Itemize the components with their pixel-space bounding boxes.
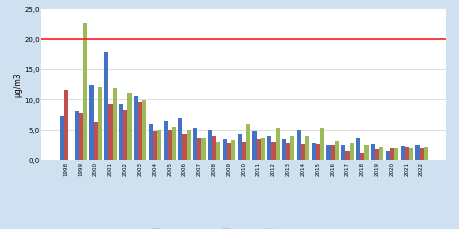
Bar [186, 130, 190, 160]
Bar [311, 143, 315, 160]
Bar [341, 145, 345, 160]
Bar [134, 97, 138, 160]
Bar [296, 131, 300, 160]
Bar [104, 53, 108, 160]
Bar [207, 131, 212, 160]
Bar [423, 147, 427, 160]
Bar [74, 112, 78, 160]
Bar [385, 151, 389, 160]
Bar [108, 105, 112, 160]
Bar [404, 148, 408, 160]
Bar [119, 104, 123, 160]
Bar [290, 136, 294, 160]
Bar [216, 142, 220, 160]
Bar [319, 129, 324, 160]
Y-axis label: µg/m3: µg/m3 [14, 72, 23, 97]
Bar [370, 144, 374, 160]
Bar [97, 88, 101, 160]
Bar [89, 86, 93, 160]
Bar [275, 129, 279, 160]
Bar [326, 145, 330, 160]
Bar [222, 140, 226, 160]
Bar [171, 127, 175, 160]
Bar [393, 149, 397, 160]
Bar [152, 132, 157, 160]
Bar [281, 139, 285, 160]
Bar [349, 143, 353, 160]
Bar [408, 148, 412, 160]
Bar [315, 144, 319, 160]
Bar [419, 149, 423, 160]
Bar [285, 143, 290, 160]
Bar [355, 138, 359, 160]
Bar [93, 123, 97, 160]
Bar [178, 119, 182, 160]
Bar [256, 139, 260, 160]
Bar [157, 131, 161, 160]
Bar [345, 151, 349, 160]
Bar [334, 141, 338, 160]
Bar [267, 136, 271, 160]
Legend: AM4 Gdynia Pogórze, AM6 Sopot, AM8 Gdańsk Wrzeszcz: AM4 Gdynia Pogórze, AM6 Sopot, AM8 Gdańs… [150, 226, 337, 229]
Bar [378, 148, 382, 160]
Bar [389, 148, 393, 160]
Bar [148, 124, 152, 160]
Bar [226, 143, 230, 160]
Bar [364, 145, 368, 160]
Bar [304, 136, 308, 160]
Bar [167, 131, 171, 160]
Bar [60, 117, 64, 160]
Bar [83, 24, 87, 160]
Bar [112, 89, 117, 160]
Bar [64, 91, 68, 160]
Bar [246, 125, 250, 160]
Bar [78, 113, 83, 160]
Bar [359, 153, 364, 160]
Bar [237, 135, 241, 160]
Bar [241, 142, 246, 160]
Bar [252, 131, 256, 160]
Bar [138, 103, 142, 160]
Bar [330, 146, 334, 160]
Bar [260, 139, 264, 160]
Bar [414, 145, 419, 160]
Bar [400, 146, 404, 160]
Bar [197, 138, 201, 160]
Bar [300, 144, 304, 160]
Bar [193, 129, 197, 160]
Bar [163, 121, 167, 160]
Bar [123, 110, 127, 160]
Bar [271, 142, 275, 160]
Bar [212, 136, 216, 160]
Bar [142, 101, 146, 160]
Bar [230, 140, 235, 160]
Bar [127, 94, 131, 160]
Bar [201, 139, 205, 160]
Bar [374, 149, 378, 160]
Bar [182, 135, 186, 160]
